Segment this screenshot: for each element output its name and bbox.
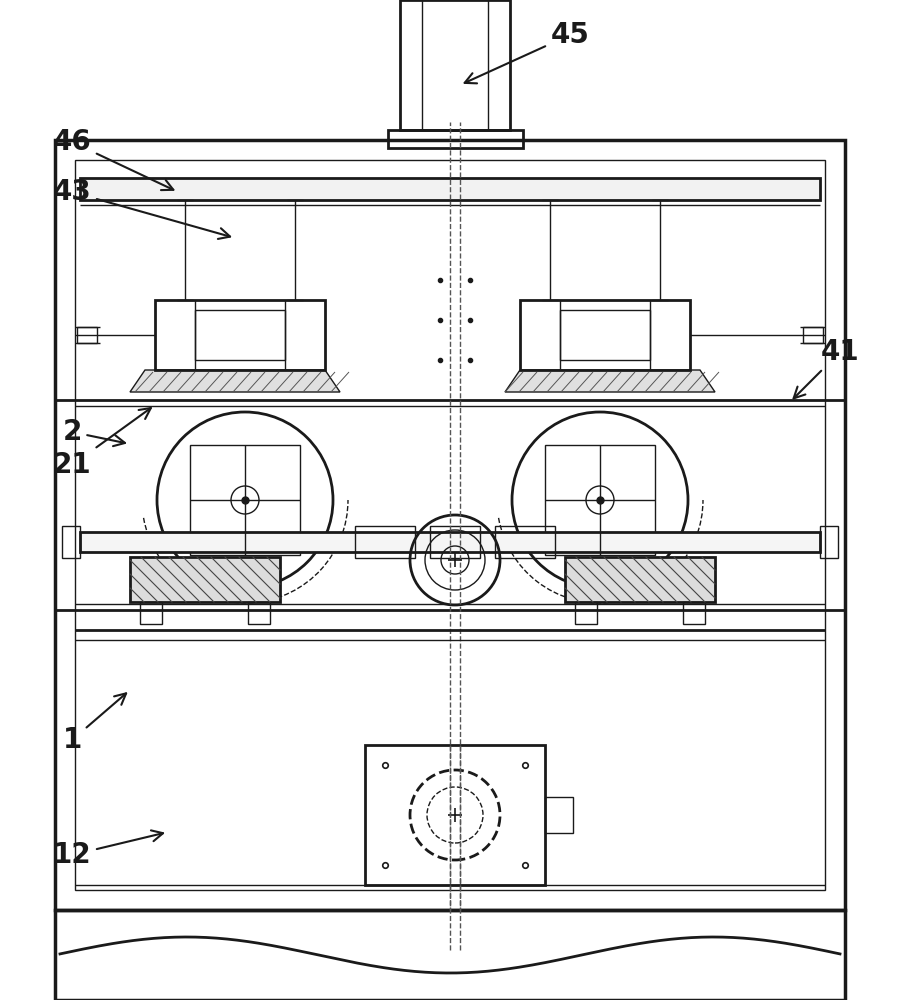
Bar — [80, 178, 820, 200]
Bar — [55, 910, 845, 1000]
Polygon shape — [130, 370, 340, 392]
Text: 1: 1 — [62, 693, 126, 754]
Bar — [355, 526, 415, 558]
Bar — [195, 310, 285, 360]
Text: 43: 43 — [52, 178, 230, 239]
Bar — [365, 745, 545, 885]
Bar — [545, 797, 573, 833]
Text: 45: 45 — [464, 21, 590, 83]
Bar — [575, 602, 597, 624]
Bar — [75, 160, 825, 890]
Bar — [140, 602, 162, 624]
Bar — [248, 602, 270, 624]
Bar — [495, 526, 555, 558]
Text: 41: 41 — [794, 338, 859, 398]
Bar — [520, 300, 690, 370]
Text: 2: 2 — [62, 418, 125, 446]
Text: 46: 46 — [52, 128, 174, 190]
Bar — [388, 130, 523, 148]
Bar — [130, 557, 280, 602]
Bar — [77, 327, 97, 343]
Polygon shape — [505, 370, 715, 392]
Bar — [80, 532, 820, 552]
Bar — [62, 526, 80, 558]
Bar — [430, 526, 480, 558]
Bar — [55, 140, 845, 910]
Bar — [560, 310, 650, 360]
Bar — [545, 445, 654, 555]
Bar — [820, 526, 838, 558]
Bar — [191, 445, 300, 555]
Bar — [803, 327, 823, 343]
Text: 21: 21 — [53, 408, 151, 479]
Bar — [155, 300, 325, 370]
Bar — [565, 557, 715, 602]
Bar — [683, 602, 705, 624]
Bar — [400, 0, 510, 130]
Text: 12: 12 — [53, 830, 163, 869]
